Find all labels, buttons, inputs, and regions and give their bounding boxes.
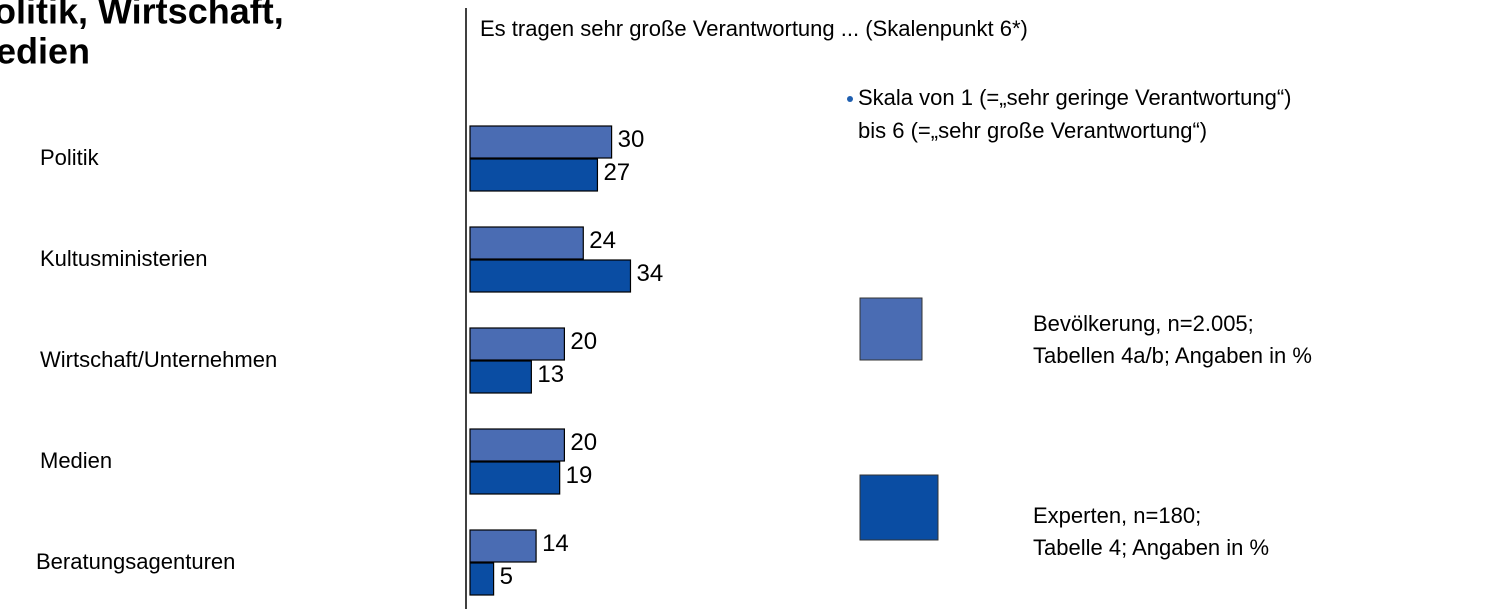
category-label: Wirtschaft/Unternehmen [40,347,277,372]
value-label: 30 [618,126,645,153]
chart-title: olitik, Wirtschaft, [0,0,284,32]
value-label: 14 [542,530,569,557]
category-label: Medien [40,448,112,473]
legend-swatch [859,297,923,361]
bullet [847,96,853,102]
value-label: 5 [500,563,513,590]
subtitle: Es tragen sehr große Verantwortung ... (… [480,16,1028,41]
bar [469,158,599,192]
bar [469,259,632,293]
value-label: 13 [537,361,564,388]
bar [469,360,532,394]
legend-swatch [859,474,939,541]
bar [469,327,566,361]
bar [469,461,561,495]
bar [469,562,495,596]
value-label: 20 [570,429,597,456]
legend-note: Tabelle 4; Angaben in % [1033,535,1269,560]
value-label: 19 [566,462,593,489]
bar [469,226,584,260]
chart-title: edien [0,31,90,72]
bar [469,529,537,563]
value-label: 24 [589,227,616,254]
annotation: Skala von 1 (=„sehr geringe Verantwortun… [858,85,1292,110]
category-label: Politik [40,145,100,170]
legend-label: Bevölkerung, n=2.005; [1033,311,1254,336]
legend-note: Tabellen 4a/b; Angaben in % [1033,343,1312,368]
value-label: 20 [570,328,597,355]
value-label: 27 [603,159,630,186]
legend-label: Experten, n=180; [1033,503,1201,528]
value-label: 34 [636,260,663,287]
bar [469,428,566,462]
category-label: Beratungsagenturen [36,549,235,574]
annotation: bis 6 (=„sehr große Verantwortung“) [858,118,1207,143]
bar [469,125,613,159]
category-label: Kultusministerien [40,246,208,271]
